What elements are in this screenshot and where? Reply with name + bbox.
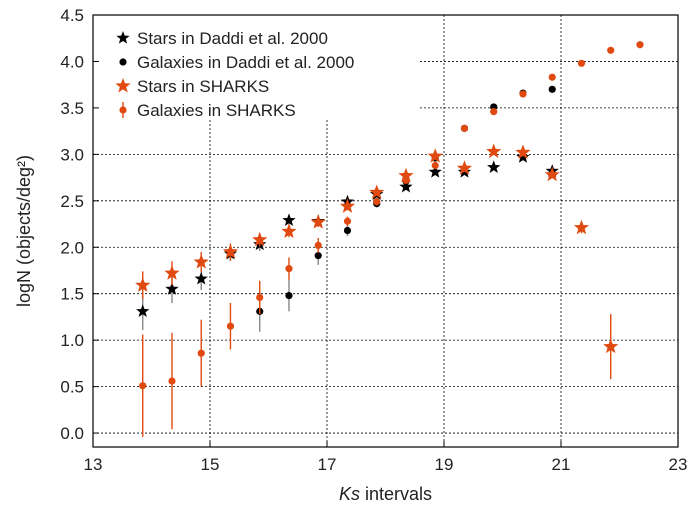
star-point [515, 144, 531, 159]
y-tick-label: 2.0 [60, 238, 84, 257]
circle-point [402, 176, 410, 184]
plot-frame [92, 14, 679, 448]
legend-label: Stars in Daddi et al. 2000 [137, 29, 328, 48]
star-point [281, 223, 297, 238]
star-point [399, 179, 413, 193]
grid [93, 15, 678, 447]
circle-point [548, 73, 556, 81]
circle-point [636, 41, 644, 49]
x-tick-label: 13 [84, 455, 103, 474]
star-point [193, 254, 209, 269]
circle-point [139, 382, 147, 390]
circle-point [314, 252, 322, 260]
legend-marker-circle [119, 106, 127, 114]
x-tick-label: 21 [552, 455, 571, 474]
legend-label: Galaxies in SHARKS [137, 101, 296, 120]
circle-point [197, 349, 205, 357]
star-point [603, 338, 619, 354]
star-point [136, 304, 150, 318]
star-point [398, 167, 414, 183]
legend-marker-star [115, 78, 131, 93]
star-point [544, 166, 560, 182]
star-point [427, 148, 443, 163]
series-0 [136, 150, 559, 330]
y-tick-label: 3.5 [60, 99, 84, 118]
x-tick-label: 15 [201, 455, 220, 474]
data-points [135, 41, 644, 437]
ticks: 13 15 17 19 21 23 0.0 0.5 1.0 1.5 2.0 2.5 3.0 3.5 4.0 4… [60, 6, 687, 474]
circle-point [314, 241, 322, 249]
star-point [516, 150, 530, 163]
series-2 [135, 143, 619, 380]
star-point [164, 265, 180, 280]
y-tick-label: 4.0 [60, 52, 84, 71]
star-point [194, 271, 208, 285]
circle-point [490, 108, 498, 116]
x-axis-label-italic: Ks [339, 484, 360, 504]
y-tick-label: 1.5 [60, 285, 84, 304]
x-tick-label: 19 [435, 455, 454, 474]
y-tick-label: 2.5 [60, 192, 84, 211]
circle-point [373, 198, 381, 206]
legend: Stars in Daddi et al. 2000 Galaxies in Da… [115, 29, 354, 120]
star-point [428, 165, 442, 178]
series-1 [256, 85, 556, 332]
y-axis-label: logN (objects/deg²) [14, 155, 34, 307]
circle-point [607, 46, 615, 54]
star-point [369, 184, 385, 199]
star-point [252, 231, 268, 247]
star-point [487, 160, 501, 174]
circle-point [548, 85, 556, 93]
circle-point [431, 161, 439, 170]
star-point [486, 143, 502, 159]
circle-point [343, 217, 352, 225]
circle-point [168, 377, 176, 385]
circle-point [519, 90, 527, 98]
circle-point [460, 124, 469, 132]
y-tick-label: 1.0 [60, 331, 84, 350]
circle-point [226, 322, 235, 330]
series-3 [139, 41, 644, 437]
y-tick-label: 0.5 [60, 378, 84, 397]
y-tick-label: 0.0 [60, 424, 84, 443]
y-tick-label: 3.0 [60, 145, 84, 164]
star-point [339, 198, 356, 213]
legend-label: Galaxies in Daddi et al. 2000 [137, 53, 354, 72]
circle-point [285, 291, 293, 300]
circle-point [577, 59, 586, 67]
star-point [573, 219, 590, 235]
x-axis-label-rest: intervals [360, 484, 432, 504]
star-point [282, 213, 296, 226]
x-axis-label: Ks intervals [339, 484, 432, 504]
legend-label: Stars in SHARKS [137, 77, 269, 96]
legend-marker-star [116, 31, 130, 44]
legend-marker-circle [119, 58, 127, 66]
star-point [135, 277, 151, 292]
circle-point [285, 265, 293, 273]
star-point [456, 160, 473, 175]
star-point [165, 282, 179, 295]
circle-point [343, 226, 352, 235]
circle-point [256, 293, 264, 302]
x-tick-label: 23 [669, 455, 688, 474]
y-tick-label: 4.5 [60, 6, 84, 25]
x-tick-label: 17 [318, 455, 337, 474]
star-point [310, 214, 326, 229]
star-point [222, 243, 239, 259]
